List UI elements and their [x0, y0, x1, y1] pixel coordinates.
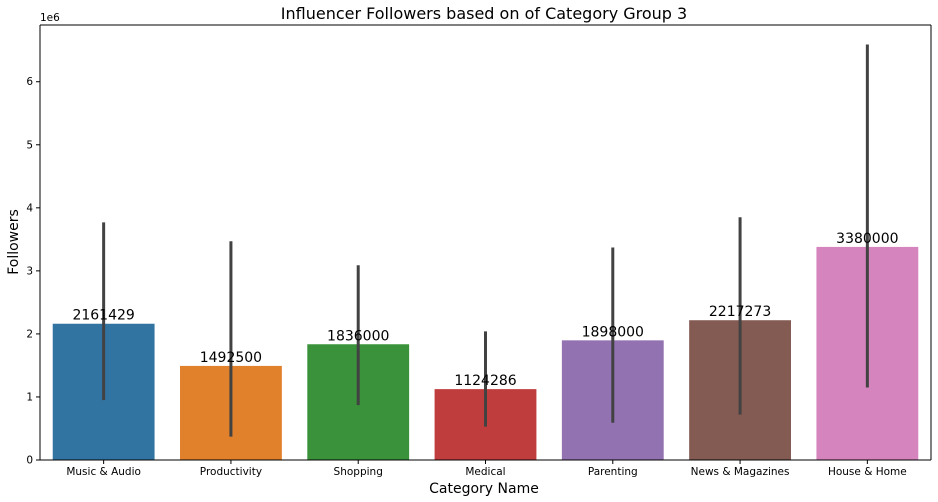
x-tick-label: Shopping: [334, 466, 383, 478]
y-axis-label: Followers: [6, 209, 22, 275]
bar-value-label: 1836000: [327, 328, 389, 344]
y-tick-label: 3: [26, 265, 33, 277]
y-tick-label: 6: [26, 76, 33, 88]
y-tick-label: 0: [26, 455, 33, 467]
y-tick-label: 4: [26, 202, 33, 214]
y-tick-label: 5: [26, 139, 33, 151]
bar-value-label: 3380000: [836, 231, 898, 247]
plot-area: 0 1 2 3 4 5 6 2161429 Music & Audio 1492500 Produc…: [26, 44, 919, 478]
x-tick-label: Music & Audio: [66, 466, 141, 478]
bar-value-label: 1124286: [454, 373, 516, 389]
x-tick-label: Productivity: [200, 466, 262, 478]
y-tick-label: 2: [26, 328, 33, 340]
x-tick-label: Parenting: [588, 466, 638, 478]
y-axis-offset-label: 1e6: [40, 12, 60, 24]
x-tick-label: House & Home: [828, 466, 907, 478]
x-tick-label: News & Magazines: [691, 466, 790, 478]
chart-title: Influencer Followers based on of Categor…: [281, 4, 687, 23]
bar-value-label: 2217273: [709, 304, 771, 320]
x-tick-label: Medical: [465, 466, 505, 478]
bar-value-label: 1898000: [582, 324, 644, 340]
y-tick-label: 1: [26, 391, 33, 403]
bar-value-label: 1492500: [200, 350, 262, 366]
x-axis-label: Category Name: [429, 481, 539, 497]
bar-value-label: 2161429: [72, 308, 134, 324]
